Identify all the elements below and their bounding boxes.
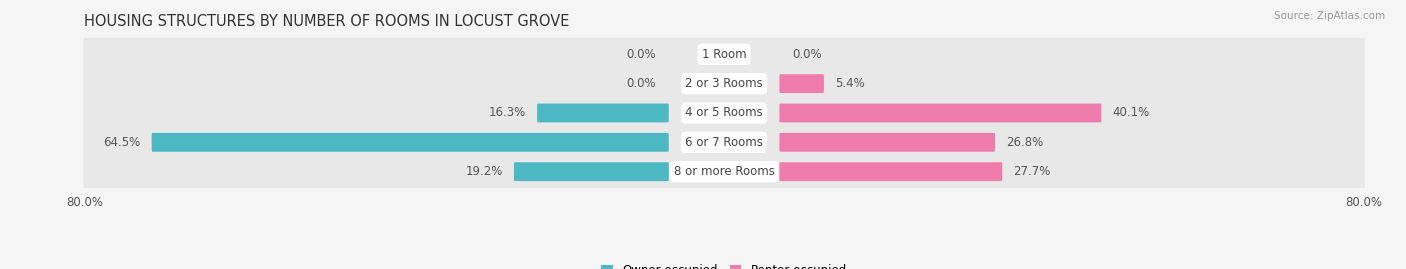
Text: 19.2%: 19.2%: [465, 165, 502, 178]
Text: 1 Room: 1 Room: [702, 48, 747, 61]
FancyBboxPatch shape: [537, 104, 669, 122]
Text: 0.0%: 0.0%: [627, 48, 657, 61]
FancyBboxPatch shape: [83, 155, 1365, 188]
FancyBboxPatch shape: [779, 133, 995, 152]
FancyBboxPatch shape: [83, 38, 1365, 71]
FancyBboxPatch shape: [83, 97, 1365, 129]
Text: 4 or 5 Rooms: 4 or 5 Rooms: [685, 107, 763, 119]
Text: 2 or 3 Rooms: 2 or 3 Rooms: [685, 77, 763, 90]
FancyBboxPatch shape: [152, 133, 669, 152]
Text: Source: ZipAtlas.com: Source: ZipAtlas.com: [1274, 11, 1385, 21]
Text: HOUSING STRUCTURES BY NUMBER OF ROOMS IN LOCUST GROVE: HOUSING STRUCTURES BY NUMBER OF ROOMS IN…: [84, 14, 569, 29]
Text: 6 or 7 Rooms: 6 or 7 Rooms: [685, 136, 763, 149]
FancyBboxPatch shape: [779, 104, 1101, 122]
Legend: Owner-occupied, Renter-occupied: Owner-occupied, Renter-occupied: [600, 264, 848, 269]
Text: 40.1%: 40.1%: [1112, 107, 1150, 119]
Text: 26.8%: 26.8%: [1007, 136, 1043, 149]
Text: 27.7%: 27.7%: [1014, 165, 1050, 178]
Text: 64.5%: 64.5%: [103, 136, 141, 149]
Text: 0.0%: 0.0%: [627, 77, 657, 90]
Text: 5.4%: 5.4%: [835, 77, 865, 90]
FancyBboxPatch shape: [83, 67, 1365, 100]
FancyBboxPatch shape: [515, 162, 669, 181]
FancyBboxPatch shape: [779, 162, 1002, 181]
FancyBboxPatch shape: [779, 74, 824, 93]
Text: 8 or more Rooms: 8 or more Rooms: [673, 165, 775, 178]
Text: 0.0%: 0.0%: [792, 48, 821, 61]
FancyBboxPatch shape: [83, 126, 1365, 159]
Text: 16.3%: 16.3%: [488, 107, 526, 119]
